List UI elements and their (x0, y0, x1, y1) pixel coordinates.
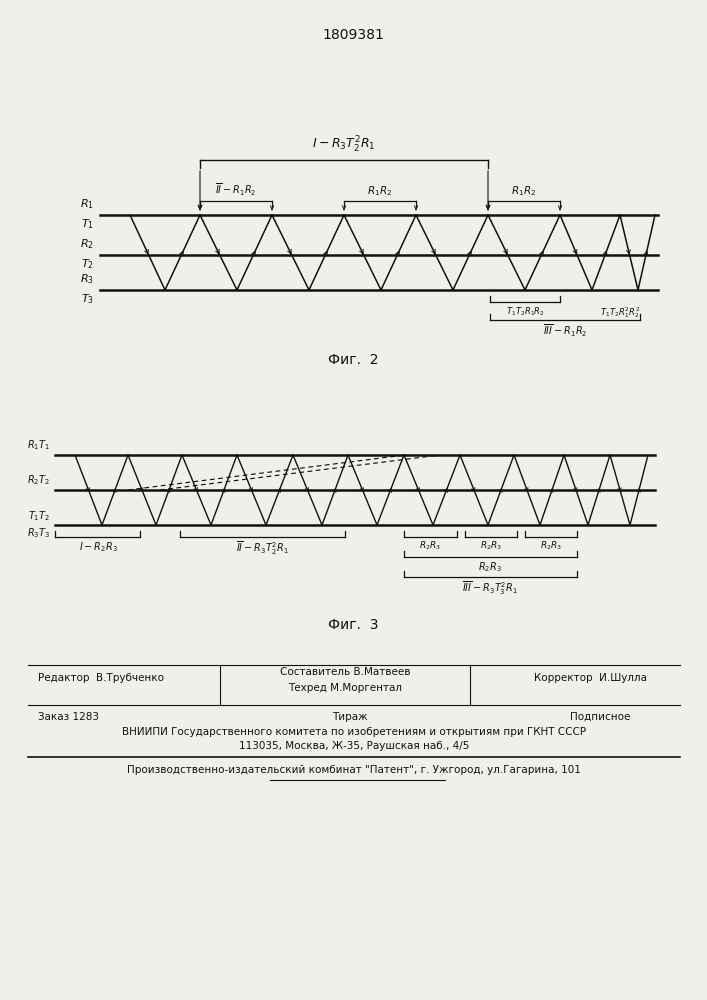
Text: $R_1R_2$: $R_1R_2$ (368, 184, 392, 198)
Text: $I-R_2R_3$: $I-R_2R_3$ (78, 540, 117, 554)
Text: Тираж: Тираж (332, 712, 368, 722)
Text: $T_1$: $T_1$ (81, 217, 94, 231)
Text: ВНИИПИ Государственного комитета по изобретениям и открытиям при ГКНТ СССР: ВНИИПИ Государственного комитета по изоб… (122, 727, 586, 737)
Text: Фиг.  3: Фиг. 3 (328, 618, 378, 632)
Text: Подписное: Подписное (570, 712, 630, 722)
Text: $T_1T_2R_1R_2$: $T_1T_2R_1R_2$ (506, 305, 544, 318)
Text: Корректор  И.Шулла: Корректор И.Шулла (534, 673, 646, 683)
Text: $R_2R_3$: $R_2R_3$ (478, 560, 502, 574)
Text: $R_2R_3$: $R_2R_3$ (540, 540, 562, 552)
Text: Заказ 1283: Заказ 1283 (38, 712, 99, 722)
Text: $\overline{III}-R_3T_3^2R_1$: $\overline{III}-R_3T_3^2R_1$ (462, 580, 518, 597)
Text: $\overline{III}-R_1R_2$: $\overline{III}-R_1R_2$ (543, 323, 588, 339)
Text: 1809381: 1809381 (322, 28, 384, 42)
Text: $R_1R_2$: $R_1R_2$ (511, 184, 537, 198)
Text: $R_3$: $R_3$ (80, 272, 94, 286)
Text: Редактор  В.Трубченко: Редактор В.Трубченко (38, 673, 164, 683)
Text: $R_1$: $R_1$ (80, 197, 94, 211)
Text: $T_1T_2R_1^2R_2^2$: $T_1T_2R_1^2R_2^2$ (600, 305, 640, 320)
Text: $R_2$: $R_2$ (80, 237, 94, 251)
Text: $R_3T_3$: $R_3T_3$ (27, 526, 50, 540)
Text: $R_2T_2$: $R_2T_2$ (27, 473, 50, 487)
Text: $T_2$: $T_2$ (81, 257, 94, 271)
Text: $R_2R_3$: $R_2R_3$ (419, 540, 442, 552)
Text: $R_2R_3$: $R_2R_3$ (480, 540, 502, 552)
Text: $I-R_3T_2^2R_1$: $I-R_3T_2^2R_1$ (312, 135, 375, 155)
Text: $T_1T_2$: $T_1T_2$ (28, 509, 50, 523)
Text: Техред М.Моргентал: Техред М.Моргентал (288, 683, 402, 693)
Text: $\overline{II}-R_3T_2^2R_1$: $\overline{II}-R_3T_2^2R_1$ (235, 540, 288, 557)
Text: 113035, Москва, Ж-35, Раушская наб., 4/5: 113035, Москва, Ж-35, Раушская наб., 4/5 (239, 741, 469, 751)
Text: Фиг.  2: Фиг. 2 (328, 353, 378, 367)
Text: Производственно-издательский комбинат "Патент", г. Ужгород, ул.Гагарина, 101: Производственно-издательский комбинат "П… (127, 765, 581, 775)
Text: $T_3$: $T_3$ (81, 292, 94, 306)
Text: Составитель В.Матвеев: Составитель В.Матвеев (280, 667, 410, 677)
Text: $\overline{II}-R_1R_2$: $\overline{II}-R_1R_2$ (215, 182, 257, 198)
Text: $R_1T_1$: $R_1T_1$ (27, 438, 50, 452)
